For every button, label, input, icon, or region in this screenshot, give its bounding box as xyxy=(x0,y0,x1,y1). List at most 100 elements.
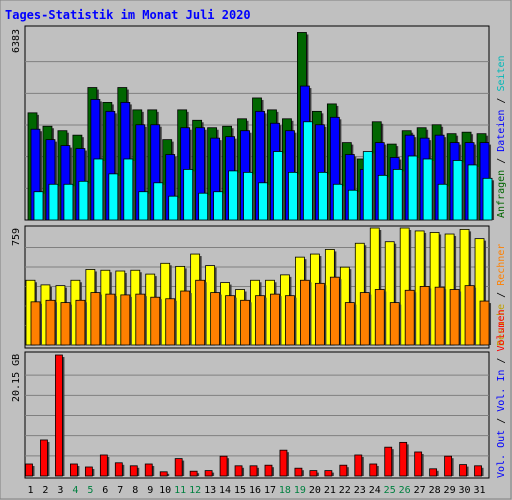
bar-volumen-day-18 xyxy=(279,449,289,477)
bar-rechner-day-6 xyxy=(105,293,117,346)
bar-rechner-day-17 xyxy=(270,293,282,346)
bar-rechner-day-7 xyxy=(120,294,132,346)
x-tick-label-day-8: 8 xyxy=(132,485,138,496)
legend-group: Vol. Out / Vol. In / Volumen xyxy=(496,309,507,478)
x-tick-label-day-1: 1 xyxy=(27,485,33,496)
bar-volumen-day-27 xyxy=(414,451,424,477)
bar-seiten-day-6 xyxy=(108,173,120,221)
legend-item-seiten: Seiten xyxy=(496,55,507,91)
bar-rechner-day-2 xyxy=(45,299,57,346)
bar-rechner-day-20 xyxy=(314,282,327,346)
bar-besuche-day-26 xyxy=(399,227,412,346)
legend-right: Anfragen / Dateien / Seiten Besuche / Rec… xyxy=(496,55,507,478)
bar-seiten-day-1 xyxy=(33,191,45,221)
x-tick-label-day-9: 9 xyxy=(147,485,153,496)
bar-rechner-day-12 xyxy=(195,279,207,346)
y-max-labels: 6383 759 20.15 GB xyxy=(11,29,22,402)
bar-rechner-day-13 xyxy=(210,292,222,346)
bar-volumen-day-12 xyxy=(189,470,200,477)
bar-volumen-day-7 xyxy=(114,462,125,477)
bar-volumen-day-16 xyxy=(249,465,260,477)
bar-seiten-day-14 xyxy=(228,170,240,221)
bar-volumen-day-19 xyxy=(294,467,304,477)
bar-seiten-day-13 xyxy=(213,191,225,221)
x-tick-label-day-29: 29 xyxy=(444,485,456,496)
bar-volumen-day-13 xyxy=(204,470,215,477)
bar-seiten-day-22 xyxy=(347,189,360,221)
bar-volumen-day-24 xyxy=(369,463,379,477)
x-tick-label-day-14: 14 xyxy=(219,485,231,496)
bar-rechner-day-14 xyxy=(225,295,237,346)
x-tick-label-day-27: 27 xyxy=(414,485,426,496)
x-tick-label-day-5: 5 xyxy=(87,485,93,496)
legend-item-vol-out: Vol. Out xyxy=(496,430,507,478)
legend-item-vol-in: Vol. In xyxy=(496,370,507,412)
bar-rechner-day-30 xyxy=(464,285,477,346)
x-tick-label-day-12: 12 xyxy=(189,485,201,496)
x-tick-label-day-3: 3 xyxy=(57,485,63,496)
bar-rechner-day-15 xyxy=(240,299,252,346)
x-tick-label-day-30: 30 xyxy=(459,485,471,496)
y-max-label-visits: 759 xyxy=(11,228,22,246)
bar-seiten-day-20 xyxy=(317,171,330,221)
bar-rechner-day-21 xyxy=(329,276,342,346)
bar-seiten-day-15 xyxy=(243,171,255,221)
y-max-label-requests: 6383 xyxy=(11,29,22,53)
bar-seiten-day-24 xyxy=(377,174,390,221)
bar-seiten-day-28 xyxy=(437,183,450,221)
legend-item-dateien: Dateien xyxy=(496,110,507,152)
x-tick-label-day-18: 18 xyxy=(279,485,291,496)
bar-rechner-day-23 xyxy=(359,292,372,346)
bar-volumen-day-3 xyxy=(55,354,65,477)
bar-rechner-day-24 xyxy=(374,289,387,346)
bar-rechner-day-29 xyxy=(449,289,462,346)
x-tick-label-day-28: 28 xyxy=(429,485,441,496)
x-tick-label-day-15: 15 xyxy=(234,485,246,496)
bar-volumen-day-1 xyxy=(25,463,35,477)
bar-volumen-day-20 xyxy=(309,470,319,477)
bar-volumen-day-28 xyxy=(429,468,439,477)
bar-rechner-day-26 xyxy=(404,289,417,346)
bar-seiten-day-21 xyxy=(332,183,345,221)
x-tick-label-day-25: 25 xyxy=(384,485,396,496)
bar-rechner-day-1 xyxy=(30,301,42,346)
bar-seiten-day-29 xyxy=(452,160,465,221)
x-tick-label-day-21: 21 xyxy=(324,485,336,496)
bar-volumen-day-30 xyxy=(459,464,469,477)
x-tick-label-day-16: 16 xyxy=(249,485,261,496)
bar-volumen-day-6 xyxy=(99,454,110,477)
y-max-label-volume: 20.15 GB xyxy=(11,354,22,402)
bar-rechner-day-4 xyxy=(75,299,87,346)
bar-volumen-day-4 xyxy=(70,463,80,477)
bar-seiten-day-5 xyxy=(93,158,105,221)
panel-requests xyxy=(24,25,495,221)
x-tick-label-day-31: 31 xyxy=(473,485,485,496)
bar-seiten-day-30 xyxy=(467,164,480,221)
bar-seiten-day-9 xyxy=(153,182,165,221)
bar-rechner-day-18 xyxy=(285,295,297,346)
x-tick-label-day-4: 4 xyxy=(72,485,78,496)
x-tick-label-day-7: 7 xyxy=(117,485,123,496)
bar-seiten-day-10 xyxy=(168,195,180,221)
bar-rechner-day-16 xyxy=(255,295,267,346)
bar-seiten-day-27 xyxy=(422,158,435,221)
bar-volumen-day-10 xyxy=(159,471,170,477)
x-tick-label-day-11: 11 xyxy=(174,485,186,496)
legend-group: Anfragen / Dateien / Seiten xyxy=(496,55,507,218)
x-tick-label-day-2: 2 xyxy=(42,485,48,496)
bar-rechner-day-22 xyxy=(344,302,357,346)
bar-rechner-day-3 xyxy=(60,302,72,346)
legend-item-anfragen: Anfragen xyxy=(496,170,507,218)
bar-seiten-day-12 xyxy=(198,192,210,221)
x-tick-label-day-19: 19 xyxy=(294,485,306,496)
bar-seiten-day-16 xyxy=(258,182,270,221)
bar-seiten-day-11 xyxy=(183,168,195,221)
bar-volumen-day-5 xyxy=(84,466,95,477)
bar-volumen-day-31 xyxy=(474,465,484,477)
bar-rechner-day-25 xyxy=(389,302,402,346)
bar-volumen-day-17 xyxy=(264,464,274,477)
bar-rechner-day-31 xyxy=(479,300,492,346)
bar-rechner-day-9 xyxy=(150,296,162,346)
bar-seiten-day-31 xyxy=(482,177,495,221)
